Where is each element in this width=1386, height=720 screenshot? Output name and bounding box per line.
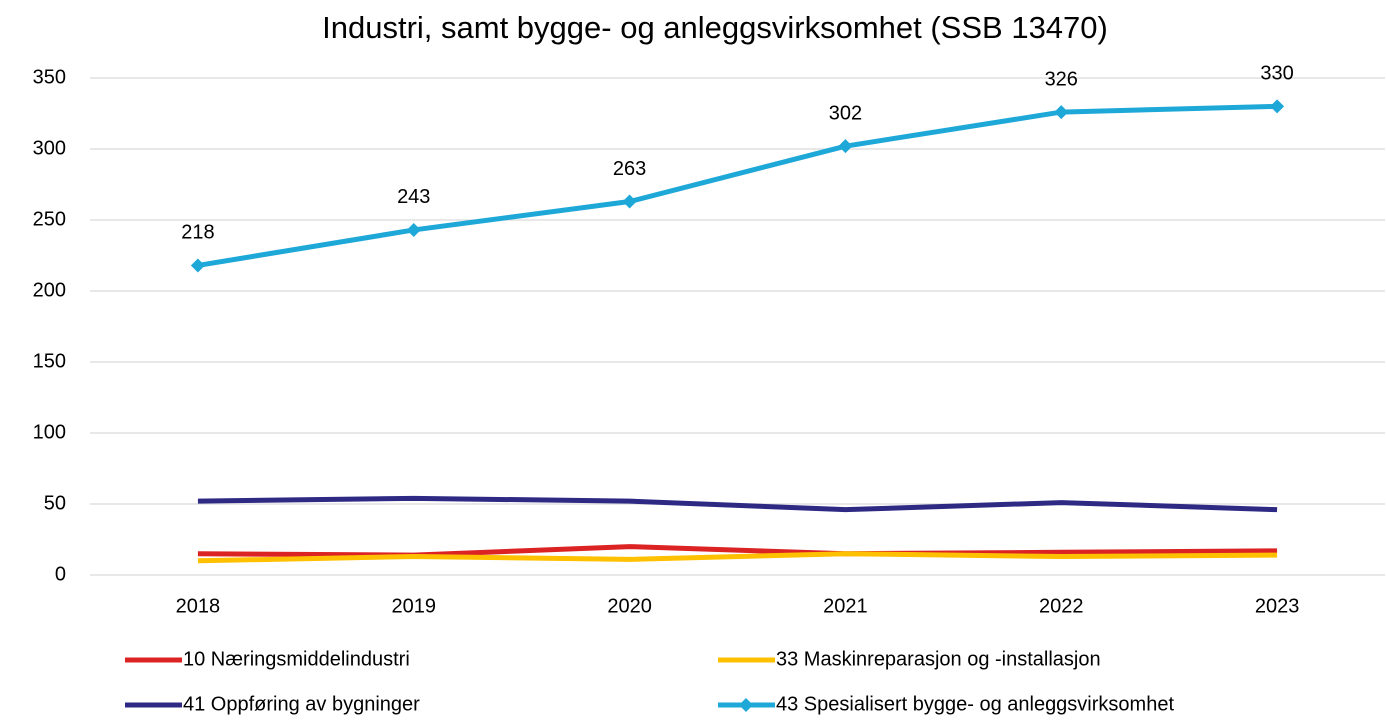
x-tick-label: 2023 [1255, 595, 1300, 617]
data-label: 330 [1260, 63, 1293, 85]
marker [406, 222, 421, 237]
y-tick-label: 250 [33, 208, 66, 230]
legend-label: 10 Næringsmiddelindustri [183, 648, 410, 670]
x-tick-label: 2018 [176, 595, 221, 617]
y-tick-label: 0 [55, 563, 66, 585]
y-tick-label: 350 [33, 66, 66, 88]
y-tick-label: 100 [33, 421, 66, 443]
series-line [197, 103, 1278, 268]
x-tick-label: 2019 [392, 595, 437, 617]
marker [622, 194, 637, 209]
marker [1270, 99, 1285, 114]
series-line [197, 495, 1278, 513]
y-tick-label: 300 [33, 137, 66, 159]
chart-title: Industri, samt bygge- og anleggsvirksomh… [322, 10, 1108, 45]
marker [1054, 105, 1069, 120]
data-label: 263 [613, 158, 646, 180]
data-label: 326 [1045, 68, 1078, 90]
data-label: 218 [181, 222, 214, 244]
marker [190, 258, 205, 273]
y-tick-label: 200 [33, 279, 66, 301]
series-line [197, 551, 1278, 564]
x-tick-label: 2020 [607, 595, 652, 617]
data-label: 243 [397, 186, 430, 208]
y-tick-label: 150 [33, 350, 66, 372]
marker [838, 139, 853, 154]
legend-label: 43 Spesialisert bygge- og anleggsvirksom… [776, 693, 1174, 715]
legend-marker [739, 698, 753, 712]
legend-label: 33 Maskinreparasjon og -installasjon [776, 648, 1101, 670]
data-label: 302 [829, 102, 862, 124]
x-tick-label: 2022 [1039, 595, 1084, 617]
y-tick-label: 50 [44, 492, 66, 514]
x-tick-label: 2021 [823, 595, 868, 617]
legend-label: 41 Oppføring av bygninger [183, 693, 420, 715]
